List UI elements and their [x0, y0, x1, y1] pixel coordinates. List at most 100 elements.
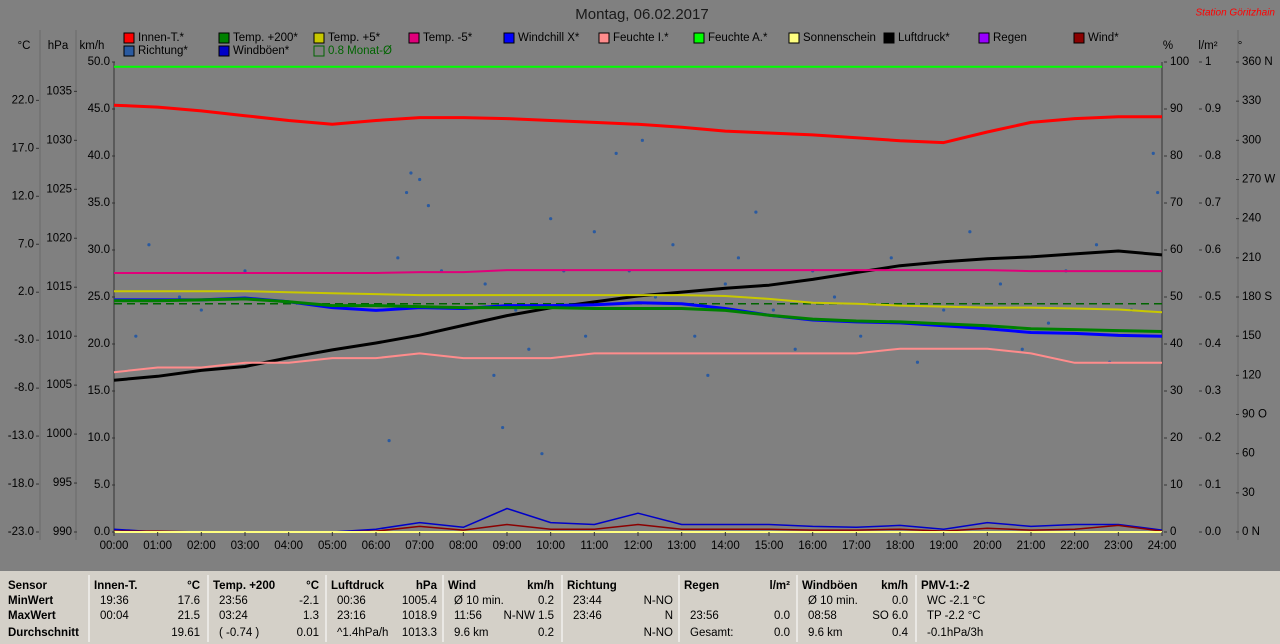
y-tick-label: 90 [1170, 103, 1183, 115]
x-tick-label: 22:00 [1060, 540, 1089, 552]
direction-dot [426, 204, 430, 208]
y-tick-label: 50.0 [88, 56, 110, 68]
cell-value: 19.61 [171, 627, 200, 639]
legend-swatch [598, 32, 610, 44]
direction-dot [754, 210, 758, 214]
column-header: Regen [684, 580, 719, 592]
column-header: Wind [448, 580, 476, 592]
y-tick-label: 100 [1170, 56, 1189, 68]
y-tick-label: 180 S [1242, 291, 1272, 303]
table-background [0, 571, 1280, 644]
axis-unit: % [1163, 40, 1173, 52]
cell-value: 0.0 [774, 627, 790, 639]
column-header: Innen-T. [94, 580, 137, 592]
legend-swatch [693, 32, 705, 44]
y-tick-label: 0.6 [1205, 244, 1221, 256]
row-label: Durchschnitt [8, 627, 79, 639]
y-tick-label: 0 [1170, 526, 1176, 538]
y-tick-label: 0.1 [1205, 479, 1221, 491]
cell-text: 00:36 [337, 595, 366, 607]
legend-label: Temp. +5* [328, 32, 381, 44]
direction-dot [1151, 151, 1155, 155]
y-tick-label: 25.0 [88, 291, 110, 303]
y-tick-label: 1005 [46, 379, 72, 391]
y-tick-label: 22.0 [12, 94, 34, 106]
direction-dot [671, 243, 675, 247]
y-tick-label: 1030 [46, 134, 72, 146]
legend-swatch [1073, 32, 1085, 44]
y-tick-label: 990 [53, 526, 72, 538]
cell-value: 0.0 [892, 595, 908, 607]
direction-dot [134, 334, 138, 338]
y-tick-label: 0.8 [1205, 150, 1221, 162]
y-tick-label: 7.0 [18, 238, 34, 250]
cell-text: 9.6 km [808, 627, 843, 639]
y-tick-label: 1035 [46, 85, 72, 97]
direction-dot [1156, 190, 1160, 195]
direction-dot [859, 334, 863, 338]
legend-swatch [123, 45, 135, 57]
y-tick-label: -23.0 [8, 526, 34, 538]
y-tick-label: 0.5 [1205, 291, 1221, 303]
cell-text: -0.1hPa/3h [927, 627, 983, 639]
direction-dot [640, 138, 644, 142]
column-header: Luftdruck [331, 580, 385, 592]
y-tick-label: 17.0 [12, 142, 34, 154]
cell-value: SO 6.0 [872, 610, 908, 622]
y-tick-label: 70 [1170, 197, 1183, 209]
x-tick-label: 18:00 [886, 540, 915, 552]
x-tick-label: 04:00 [274, 540, 303, 552]
legend-label: Richtung* [138, 45, 188, 57]
direction-dot [549, 217, 553, 221]
direction-dot [514, 308, 518, 312]
cell-text: WC -2.1 °C [927, 595, 985, 607]
y-tick-label: 240 [1242, 213, 1261, 225]
y-tick-label: 50 [1170, 291, 1183, 303]
direction-dot [409, 171, 413, 175]
x-tick-label: 11:00 [580, 540, 608, 552]
direction-dot [614, 151, 618, 155]
x-tick-label: 14:00 [711, 540, 740, 552]
y-tick-label: 0.9 [1205, 103, 1221, 115]
x-tick-label: 08:00 [449, 540, 478, 552]
cell-value: 0.2 [538, 595, 554, 607]
series-line [113, 347, 1162, 374]
direction-dot [584, 334, 588, 338]
x-tick-label: 13:00 [667, 540, 696, 552]
direction-dot [396, 256, 400, 260]
cell-text: 23:56 [690, 610, 719, 622]
y-tick-label: 5.0 [94, 479, 110, 491]
cell-text: 03:24 [219, 610, 248, 622]
y-tick-label: -18.0 [8, 478, 34, 490]
direction-dot [653, 295, 658, 299]
cell-text: 23:56 [219, 595, 248, 607]
x-tick-label: 00:00 [100, 540, 129, 552]
cell-value: 17.6 [178, 595, 200, 607]
cell-value: 1.3 [303, 610, 319, 622]
y-tick-label: 40 [1170, 338, 1183, 350]
legend-label: Feuchte A.* [708, 32, 768, 44]
cell-value: 0.4 [892, 627, 909, 639]
series-line [113, 103, 1162, 145]
x-tick-label: 06:00 [362, 540, 391, 552]
cell-value: N-NW 1.5 [504, 610, 554, 622]
x-tick-label: 12:00 [624, 540, 653, 552]
axis-unit: hPa [48, 40, 69, 52]
y-tick-label: 330 [1242, 95, 1261, 107]
y-tick-label: 15.0 [88, 385, 110, 397]
x-tick-label: 17:00 [842, 540, 871, 552]
y-tick-label: 0 N [1242, 526, 1260, 538]
direction-dot [736, 256, 741, 260]
direction-dot [915, 360, 920, 364]
y-tick-label: 20 [1170, 432, 1183, 444]
cell-text: 23:16 [337, 610, 366, 622]
direction-dot [1094, 243, 1099, 247]
direction-dot [832, 295, 837, 299]
x-tick-label: 09:00 [493, 540, 522, 552]
y-tick-label: 10.0 [88, 432, 110, 444]
cell-value: N-NO [644, 595, 673, 607]
legend-label: Sonnenschein [803, 32, 876, 44]
y-tick-label: 2.0 [18, 286, 34, 298]
y-tick-label: 1015 [46, 281, 72, 293]
x-tick-label: 01:00 [143, 540, 172, 552]
